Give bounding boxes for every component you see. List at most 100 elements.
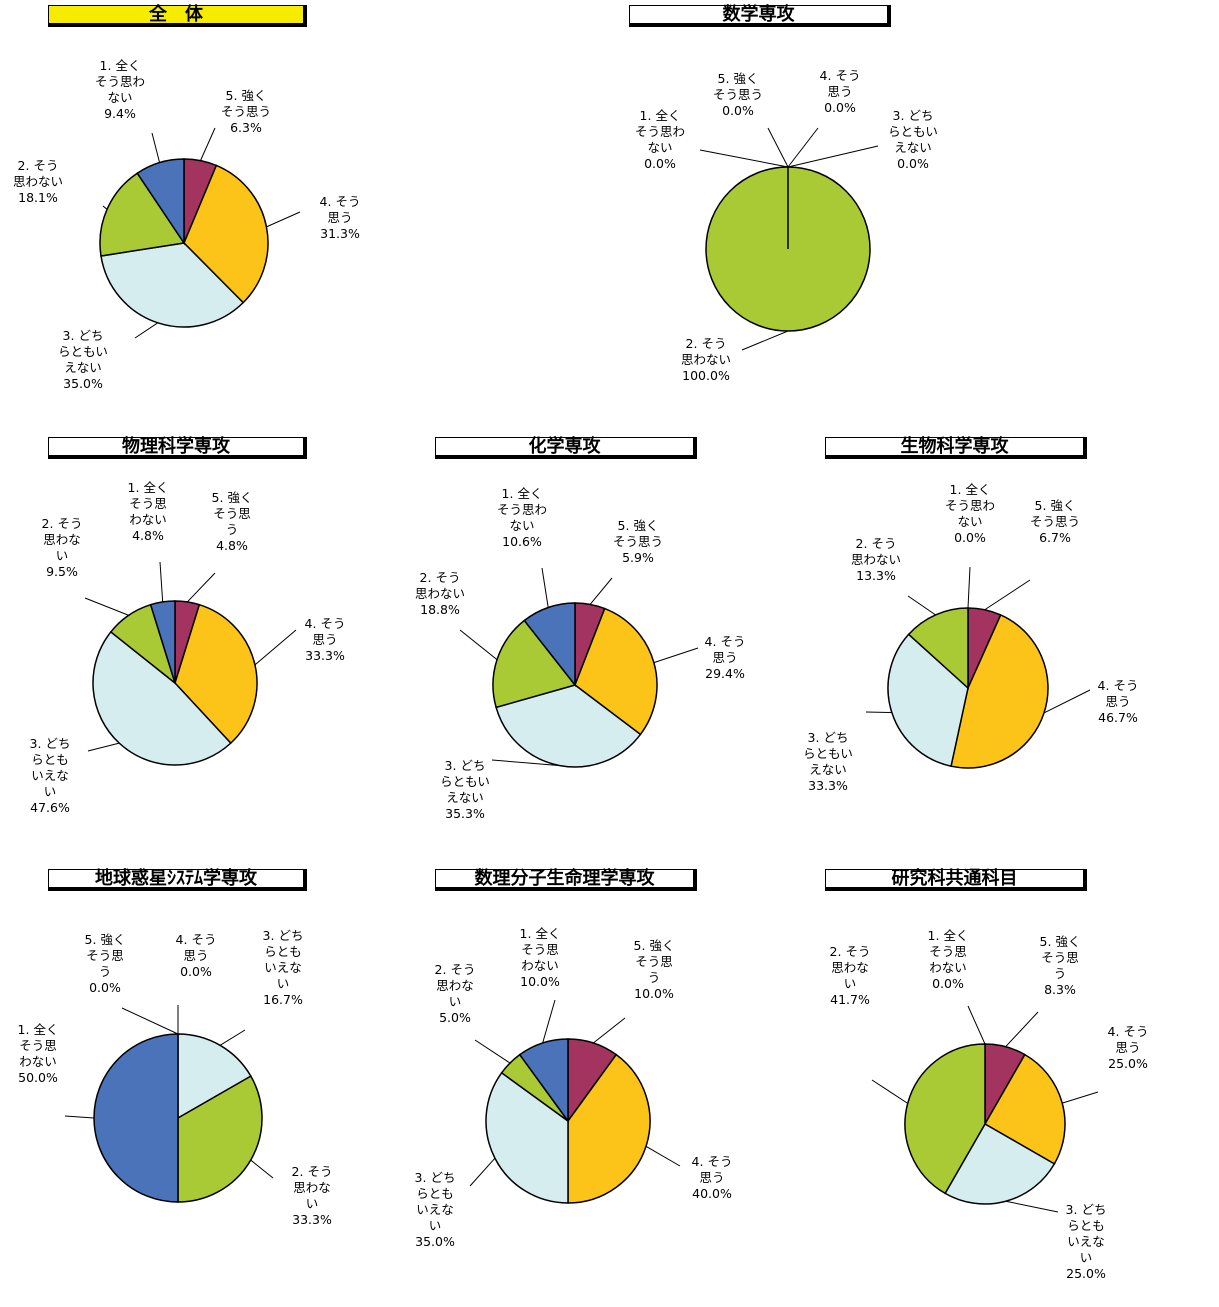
data-label-neutral: 3. どちらともいえない 35.0% [415, 1170, 456, 1249]
leader-line [186, 572, 216, 603]
leader-line [541, 567, 549, 608]
data-label-agree: 4. そう思う 46.7% [1098, 678, 1139, 725]
leader-line [469, 1157, 496, 1187]
data-label-agree: 4. そう思う 29.4% [705, 634, 746, 681]
pie-chart-5: 5. 強くそう思う 0.0% 4. そう思う 0.0% 3. どちらともいえない 16.7… [18, 928, 333, 1227]
leader-line [787, 127, 819, 168]
data-label-strongly_agree: 5. 強くそう思う 0.0% [85, 932, 126, 995]
leader-line [907, 595, 936, 616]
pie-slice-neutral [100, 242, 245, 328]
pie-slice-agree [174, 603, 258, 745]
data-label-neutral: 3. どちらともいえない 47.6% [30, 736, 71, 815]
pie-slice-agree [183, 164, 269, 304]
data-label-neutral: 3. どちらともいえない 35.0% [58, 328, 108, 391]
leader-line [871, 1079, 908, 1104]
data-label-strongly_agree: 5. 強くそう思う 5.9% [613, 518, 663, 565]
leader-line [1062, 1091, 1099, 1104]
leader-line [491, 759, 560, 767]
data-label-strongly_agree: 5. 強くそう思う 0.0% [713, 71, 763, 118]
leader-line [459, 629, 498, 661]
data-label-disagree: 2. そう思わない 100.0% [681, 336, 731, 383]
pie-slice-neutral [495, 684, 642, 768]
leader-line [967, 566, 971, 609]
leader-line [266, 211, 301, 228]
leader-line [1005, 1200, 1059, 1213]
data-label-agree: 4. そう思う 33.3% [305, 616, 346, 663]
data-label-agree: 4. そう思う 40.0% [692, 1154, 733, 1201]
leader-line [1043, 689, 1091, 714]
leader-line [967, 1005, 986, 1045]
data-label-neutral: 3. どちらともいえない 25.0% [1066, 1202, 1107, 1281]
leader-line [645, 1145, 681, 1167]
pie-slice-disagree [904, 1043, 986, 1195]
data-label-strongly_disagree: 1. 全くそう思わない 0.0% [928, 928, 969, 991]
leader-line [589, 577, 613, 605]
data-label-strongly_disagree: 1. 全くそう思わない 9.4% [95, 58, 145, 121]
pie-chart-3: 5. 強くそう思う 5.9% 4. そう思う 29.4% 3. どちらともいえない 35.… [415, 486, 745, 821]
data-label-strongly_agree: 5. 強くそう思う 6.7% [1030, 498, 1080, 545]
data-label-neutral: 3. どちらともいえない 33.3% [803, 730, 853, 793]
data-label-agree: 4. そう思う 25.0% [1108, 1024, 1149, 1071]
pie-slice-strongly_disagree [518, 1038, 569, 1124]
chart-title: 数学専攻 [629, 5, 891, 27]
data-label-agree: 4. そう思う 0.0% [176, 932, 217, 979]
data-label-neutral: 3. どちらともいえない 0.0% [888, 108, 938, 171]
leader-line [741, 330, 789, 351]
pie-slice-disagree [907, 607, 969, 690]
leader-line [1005, 1011, 1039, 1048]
pie-slice-neutral [92, 630, 232, 766]
data-label-strongly_disagree: 1. 全くそう思わない 10.6% [497, 486, 547, 549]
leader-line [542, 999, 556, 1044]
pie-slice-neutral [887, 633, 969, 768]
data-label-disagree: 2. そう思わない 18.8% [415, 570, 465, 617]
leader-line [653, 647, 699, 664]
leader-line [593, 1017, 626, 1044]
leader-line [984, 579, 1031, 611]
data-label-strongly_disagree: 1. 全くそう思わない 50.0% [18, 1022, 59, 1085]
leader-line [219, 1029, 246, 1046]
pie-slice-agree [574, 607, 658, 736]
leader-line [134, 322, 159, 339]
pie-slice-agree [983, 1053, 1066, 1165]
data-label-strongly_agree: 5. 強くそう思う 6.3% [221, 88, 271, 135]
pie-slice-strongly_disagree [136, 158, 185, 246]
data-label-disagree: 2. そう思わない 41.7% [830, 944, 871, 1007]
chart-title: 化学専攻 [435, 437, 697, 459]
pie-chart-6: 5. 強くそう思う 10.0% 4. そう思う 40.0% 3. どちらともいえない 35… [415, 926, 733, 1249]
pie-slice-agree [950, 613, 1049, 769]
leader-line [767, 127, 789, 168]
pie-chart-2: 5. 強くそう思う 4.8% 4. そう思う 33.3% 3. どちらともいえない 47.… [30, 480, 346, 815]
data-label-neutral: 3. どちらともいえない 16.7% [263, 928, 304, 1007]
pie-slice-strongly_disagree [93, 1033, 179, 1203]
chart-title: 生物科学専攻 [825, 437, 1087, 459]
chart-title: 全 体 [48, 5, 307, 27]
data-label-agree: 4. そう思う 31.3% [320, 194, 361, 241]
leader-line [159, 561, 164, 602]
data-label-strongly_agree: 5. 強くそう思う 8.3% [1040, 934, 1081, 997]
chart-title: 研究科共通科目 [825, 869, 1087, 891]
data-label-disagree: 2. そう思わない 9.5% [42, 516, 83, 579]
data-label-neutral: 3. どちらともいえない 35.3% [440, 758, 490, 821]
pie-chart-1: 5. 強くそう思う 0.0% 4. そう思う 0.0% 3. どちらともいえない 0.0%… [635, 68, 938, 383]
data-label-strongly_agree: 5. 強くそう思う 4.8% [212, 490, 253, 553]
leader-line [64, 1115, 95, 1119]
data-label-disagree: 2. そう思わない 13.3% [851, 536, 901, 583]
leader-line [250, 1159, 274, 1179]
leader-line [200, 127, 216, 161]
pie-slice-disagree [99, 172, 186, 257]
pie-slice-disagree [492, 619, 577, 709]
leader-line [121, 1007, 179, 1035]
data-label-strongly_disagree: 1. 全くそう思わない 4.8% [128, 480, 169, 543]
data-label-disagree: 2. そう思わない 18.1% [13, 158, 63, 205]
data-label-strongly_agree: 5. 強くそう思う 10.0% [634, 938, 675, 1001]
chart-title: 地球惑星ｼｽﾃﾑ学専攻 [48, 869, 307, 891]
leader-line [787, 145, 879, 168]
data-label-strongly_disagree: 1. 全くそう思わない 10.0% [520, 926, 561, 989]
leader-line [84, 597, 129, 616]
leader-line [699, 149, 789, 168]
pie-chart-0: 5. 強くそう思う 6.3% 4. そう思う 31.3% 3. どちらともいえない 35.… [13, 58, 360, 391]
data-label-agree: 4. そう思う 0.0% [820, 68, 861, 115]
leader-line [254, 629, 297, 666]
pie-slice-neutral [944, 1122, 1056, 1205]
